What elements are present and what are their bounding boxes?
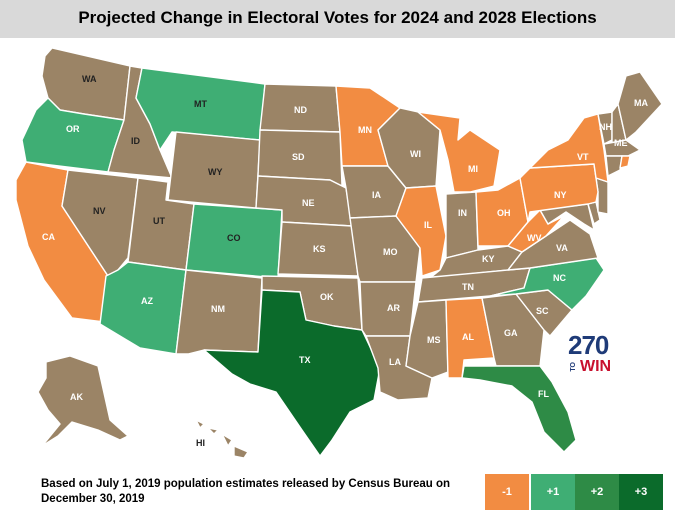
label-SD: SD [292,152,305,162]
state-TX[interactable] [203,289,381,457]
title-bar [0,0,675,38]
label-WI: WI [410,149,421,159]
label-IA: IA [372,190,382,200]
label-KS: KS [313,244,326,254]
270towin-logo: 270 TO WIN [568,330,622,382]
label-MT: MT [194,99,207,109]
state-FL[interactable] [461,365,577,453]
logo-to: TO [570,362,577,372]
label-ID: ID [131,136,141,146]
logo-number: 270 [568,330,609,360]
label-CO: CO [227,233,241,243]
label-TN: TN [462,282,474,292]
label-MN: MN [358,125,372,135]
label-NM: NM [211,304,225,314]
state-IN[interactable] [445,191,479,259]
label-KY: KY [482,254,495,264]
label-TX: TX [299,355,311,365]
label-IL: IL [424,220,433,230]
state-HI[interactable] [195,419,249,458]
state-WI[interactable] [377,107,441,189]
legend-plus1: +1 [531,474,575,510]
legend-plus2: +2 [575,474,619,510]
state-IL[interactable] [395,185,447,277]
footnote: Based on July 1, 2019 population estimat… [41,478,451,505]
us-map: WA OR CA ID NV MT WY UT AZ CO NM ND SD N… [0,38,675,458]
label-MS: MS [427,335,441,345]
label-UT: UT [153,216,165,226]
label-OR: OR [66,124,80,134]
state-CT[interactable] [605,155,623,177]
state-MA[interactable] [603,139,641,157]
label-ND: ND [294,105,307,115]
state-MI[interactable] [417,111,501,193]
state-labels: WA OR CA ID NV MT WY UT AZ CO NM ND SD N… [42,74,648,448]
label-AZ: AZ [141,296,153,306]
logo-win: WIN [580,358,612,375]
label-VA: VA [556,243,568,253]
label-OK: OK [320,292,334,302]
label-LA: LA [389,357,401,367]
label-WA: WA [82,74,97,84]
label-IN: IN [458,208,467,218]
label-WY: WY [208,167,223,177]
map-title: Projected Change in Electoral Votes for … [78,8,597,27]
label-NE: NE [302,198,315,208]
state-AZ[interactable] [99,261,187,355]
label-CA: CA [42,232,55,242]
label-AK: AK [70,392,83,402]
legend-plus3: +3 [619,474,663,510]
label-NV: NV [93,206,106,216]
label-NH: ME [614,138,628,148]
label-GA: GA [504,328,518,338]
label-MO: MO [383,247,398,257]
label-HI: HI [196,438,205,448]
label-NY: VT [577,152,589,162]
label-VT: NH [599,122,612,132]
label-AL: AL [462,332,474,342]
label-OH: OH [497,208,511,218]
label-AR: AR [387,303,400,313]
label-NC: NC [553,273,566,283]
label-WV: WV [527,233,542,243]
label-PA: NY [554,190,567,200]
label-FL: FL [538,389,549,399]
state-WV[interactable] [507,209,565,253]
label-MI: MI [468,164,478,174]
state-RI[interactable] [619,155,631,169]
state-AK[interactable] [37,355,129,447]
label-ME: MA [634,98,648,108]
label-SC: SC [536,306,549,316]
legend-minus1: -1 [485,474,529,510]
